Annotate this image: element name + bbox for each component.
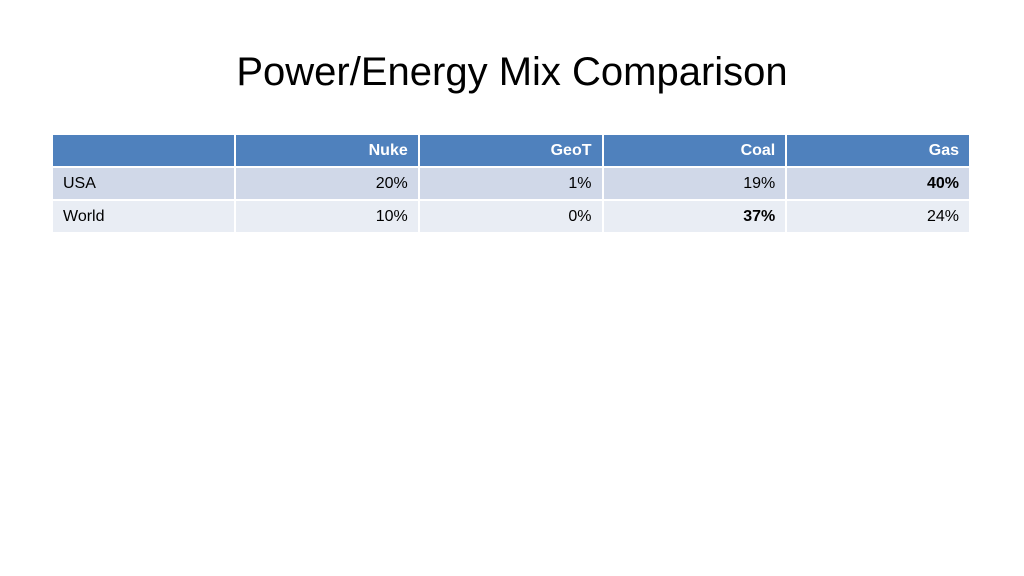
row-label: World	[51, 199, 236, 234]
cell-coal: 19%	[601, 166, 788, 201]
slide-title: Power/Energy Mix Comparison	[236, 50, 788, 94]
row-label: USA	[51, 166, 236, 201]
header-cell-geot: GeoT	[417, 133, 604, 168]
header-cell-coal: Coal	[601, 133, 788, 168]
energy-mix-table: Nuke GeoT Coal Gas USA 20% 1% 19% 40% Wo…	[51, 133, 971, 234]
header-cell-corner	[51, 133, 236, 168]
table-row-world: World 10% 0% 37% 24%	[51, 199, 971, 234]
cell-nuke: 20%	[234, 166, 420, 201]
table-header-row: Nuke GeoT Coal Gas	[51, 133, 971, 168]
cell-gas: 24%	[785, 199, 971, 234]
cell-coal: 37%	[601, 199, 788, 234]
header-cell-nuke: Nuke	[234, 133, 420, 168]
cell-gas: 40%	[785, 166, 971, 201]
cell-geot: 1%	[417, 166, 604, 201]
header-cell-gas: Gas	[785, 133, 971, 168]
cell-geot: 0%	[417, 199, 604, 234]
table-row-usa: USA 20% 1% 19% 40%	[51, 166, 971, 201]
cell-nuke: 10%	[234, 199, 420, 234]
